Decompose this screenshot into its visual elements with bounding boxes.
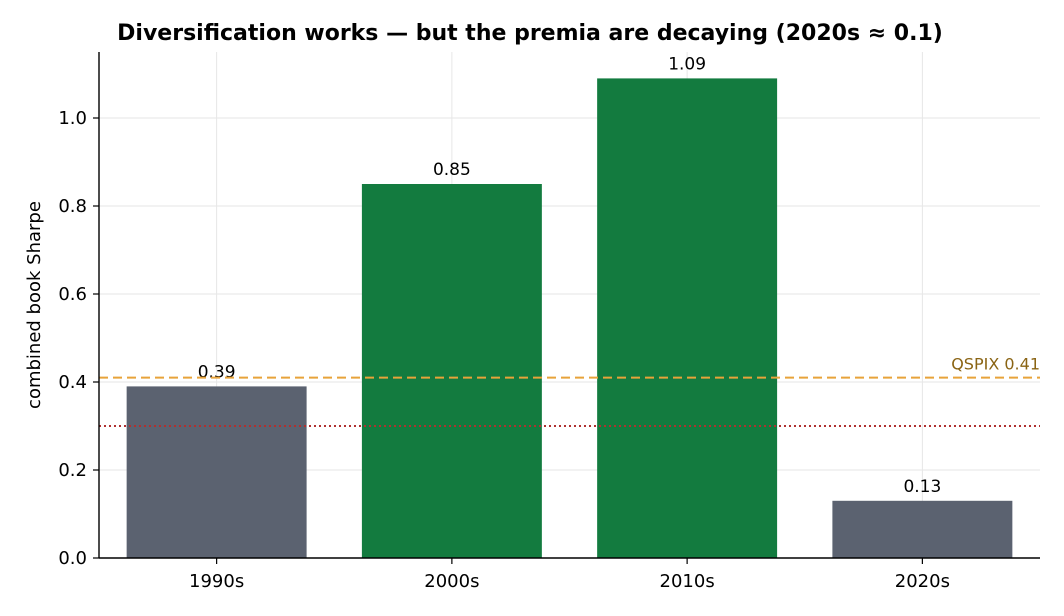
bar-value-label: 1.09 bbox=[668, 54, 706, 74]
y-tick-label: 0.4 bbox=[58, 372, 87, 393]
x-tick-label: 2010s bbox=[660, 571, 715, 592]
y-tick-label: 0.8 bbox=[58, 196, 87, 217]
y-tick-label: 0.0 bbox=[58, 548, 87, 569]
x-tick-label: 1990s bbox=[189, 571, 244, 592]
axes: 0.0 0.2 0.4 0.6 0.8 1.0 1990s 2000s 2010s 2020s bbox=[58, 52, 1040, 592]
bar-2010s bbox=[597, 78, 778, 559]
y-tick-label: 0.2 bbox=[58, 460, 87, 481]
bar-value-label: 0.13 bbox=[903, 477, 941, 497]
y-axis-label: combined book Sharpe bbox=[24, 201, 45, 409]
y-tick-label: 1.0 bbox=[58, 108, 87, 129]
x-tick-label: 2020s bbox=[895, 571, 950, 592]
bar-2020s bbox=[832, 500, 1013, 558]
bar-2000s bbox=[361, 184, 542, 558]
bars: 0.39 0.85 1.09 0.13 bbox=[126, 54, 1013, 559]
bar-1990s bbox=[126, 386, 307, 558]
reference-lines: QSPIX 0.41 bbox=[99, 355, 1040, 427]
reference-line-label: QSPIX 0.41 bbox=[951, 355, 1040, 374]
chart-title: Diversification works — but the premia a… bbox=[117, 21, 943, 46]
x-tick-label: 2000s bbox=[424, 571, 479, 592]
bar-value-label: 0.85 bbox=[433, 160, 471, 180]
y-tick-label: 0.6 bbox=[58, 284, 87, 305]
bar-value-label: 0.39 bbox=[198, 362, 236, 382]
